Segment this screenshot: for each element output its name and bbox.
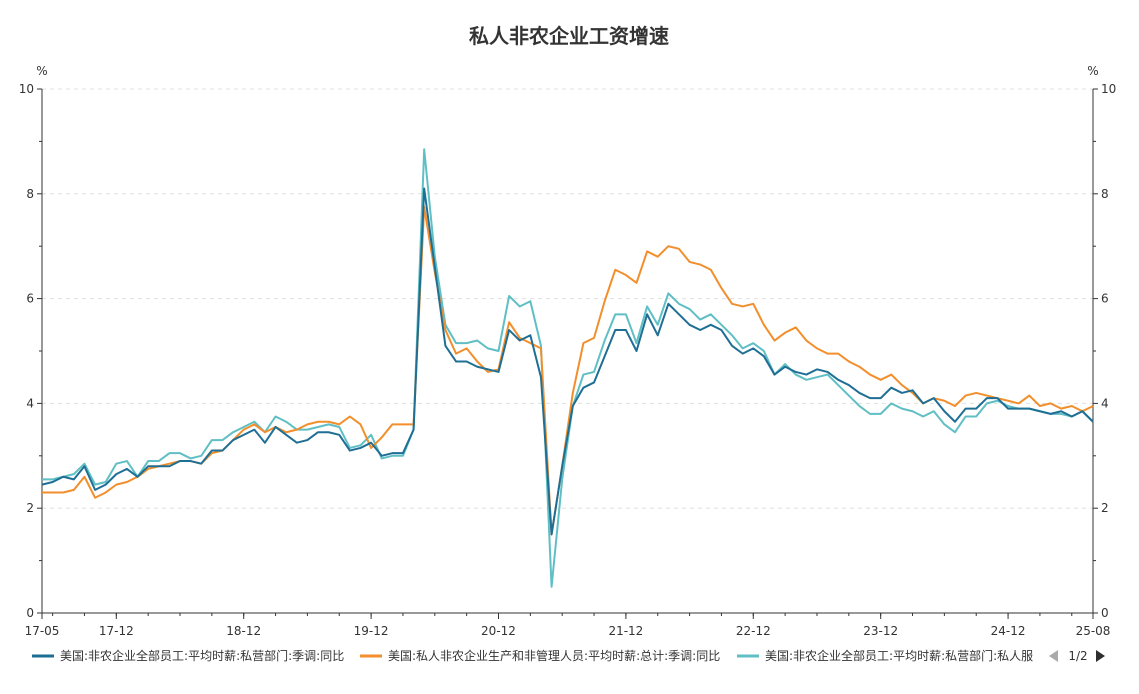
x-tick-label: 19-12 xyxy=(354,624,389,638)
x-ticks: 17-05 17-12 18-12 19-12 20-12 21-12 22-12 23-12… xyxy=(25,613,1111,638)
x-tick-label: 25-08 xyxy=(1076,624,1111,638)
y-tick-label-right: 8 xyxy=(1101,187,1109,201)
legend-prev-page-icon[interactable] xyxy=(1049,650,1058,662)
axes xyxy=(41,89,1094,614)
x-tick-label: 23-12 xyxy=(863,624,898,638)
y-ticks: 0 0 2 2 4 4 6 6 8 8 10 10 xyxy=(19,82,1117,620)
series-line-2 xyxy=(42,205,1094,536)
series-line-1 xyxy=(41,187,1094,536)
x-tick-label: 17-05 xyxy=(25,624,60,638)
y-tick-label-right: 0 xyxy=(1101,606,1109,620)
y-tick-label-left: 10 xyxy=(19,82,34,96)
x-tick-label: 21-12 xyxy=(608,624,643,638)
gridlines xyxy=(42,88,1093,509)
legend-label-2[interactable]: 美国:私人非农企业生产和非管理人员:平均时薪:总计:季调:同比 xyxy=(388,648,720,663)
y-tick-label-left: 2 xyxy=(26,501,34,515)
legend-next-page-icon[interactable] xyxy=(1096,650,1105,662)
x-tick-label: 17-12 xyxy=(99,624,134,638)
legend-label-1[interactable]: 美国:非农企业全部员工:平均时薪:私营部门:季调:同比 xyxy=(60,648,344,663)
y-tick-label-left: 8 xyxy=(26,187,34,201)
series-lines xyxy=(41,148,1094,588)
legend-pager: 1/2 xyxy=(1049,649,1105,663)
y-tick-label-right: 2 xyxy=(1101,501,1109,515)
series-line-3 xyxy=(42,148,1094,588)
x-tick-label: 18-12 xyxy=(226,624,261,638)
y-tick-label-left: 6 xyxy=(26,292,34,306)
y-tick-label-right: 10 xyxy=(1101,82,1116,96)
legend: 美国:非农企业全部员工:平均时薪:私营部门:季调:同比 美国:私人非农企业生产和非… xyxy=(32,648,1033,663)
left-axis-unit: % xyxy=(36,64,47,78)
x-tick-label: 20-12 xyxy=(481,624,516,638)
x-tick-label: 24-12 xyxy=(991,624,1026,638)
y-tick-label-left: 0 xyxy=(26,606,34,620)
chart-title: 私人非农企业工资增速 xyxy=(469,24,669,48)
legend-label-3[interactable]: 美国:非农企业全部员工:平均时薪:私营部门:私人服 xyxy=(765,648,1033,663)
right-axis-unit: % xyxy=(1087,64,1098,78)
x-tick-label: 22-12 xyxy=(736,624,771,638)
y-tick-label-left: 4 xyxy=(26,396,34,410)
legend-page-indicator: 1/2 xyxy=(1068,649,1087,663)
y-tick-label-right: 6 xyxy=(1101,292,1109,306)
y-tick-label-right: 4 xyxy=(1101,396,1109,410)
